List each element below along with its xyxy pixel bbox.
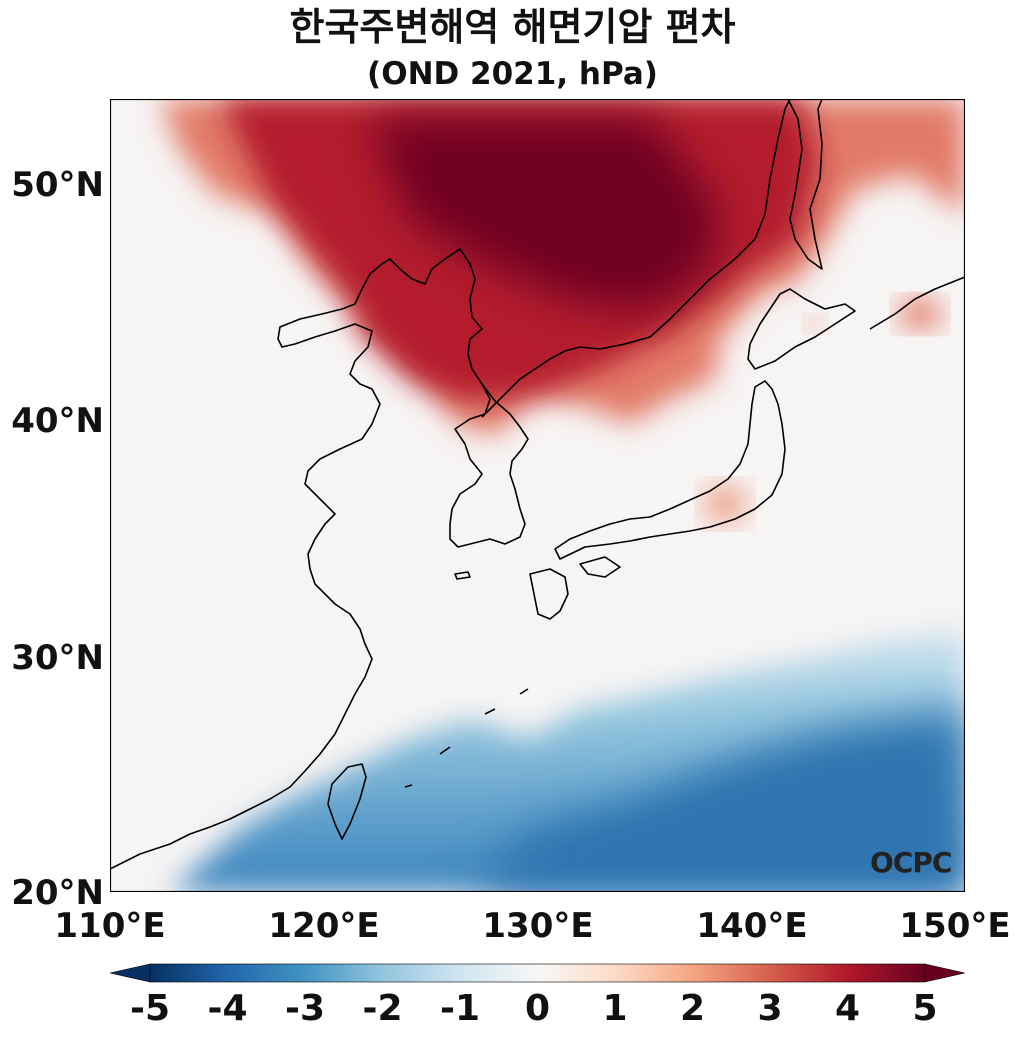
coastlines xyxy=(110,99,965,870)
positive-anomaly-patch-hokkaido xyxy=(805,316,825,332)
colorbar xyxy=(110,963,965,983)
colorbar-tick-label: -4 xyxy=(207,988,248,1029)
jeju-island xyxy=(454,571,471,580)
anomaly-map xyxy=(110,99,965,892)
colorbar-tick-label: -2 xyxy=(362,988,403,1029)
ocpc-logo: OCPC xyxy=(870,846,952,879)
longitude-label-140e: 140°E xyxy=(696,906,808,946)
positive-anomaly-core xyxy=(370,119,720,309)
kuril-coastline xyxy=(869,276,965,330)
map-title: 한국주변해역 해면기압 편차 xyxy=(289,5,736,49)
colorbar-max-extension xyxy=(925,964,965,982)
colorbar-tick-label: -1 xyxy=(440,988,480,1029)
latitude-label-20n: 20°N xyxy=(11,873,104,913)
colorbar-tick-label: 5 xyxy=(912,988,938,1029)
china-korea-coastline xyxy=(110,248,529,870)
colorbar-tick-label: 1 xyxy=(602,988,628,1029)
map-subtitle: (OND 2021, hPa) xyxy=(367,56,658,92)
colorbar-tick-label: 3 xyxy=(757,988,783,1029)
colorbar-tick-label: -3 xyxy=(285,988,325,1029)
latitude-label-50n: 50°N xyxy=(11,165,104,205)
longitude-label-130e: 130°E xyxy=(482,906,594,946)
longitude-label-120e: 120°E xyxy=(268,906,380,946)
colorbar-tick-label: 2 xyxy=(679,988,706,1029)
positive-anomaly-patch-honshu xyxy=(703,484,747,524)
map-border xyxy=(110,99,965,892)
colorbar-tick-label: 0 xyxy=(524,988,551,1029)
longitude-label-150e: 150°E xyxy=(899,906,1011,946)
honshu-coastline xyxy=(554,380,786,560)
positive-anomaly-patch-kuril xyxy=(898,298,942,330)
colorbar-tick-label: 4 xyxy=(834,988,861,1029)
latitude-label-30n: 30°N xyxy=(11,638,104,678)
colorbar-tick-label: -5 xyxy=(130,988,170,1029)
kyushu-shikoku-coastline xyxy=(529,556,621,620)
russia-coastline xyxy=(481,99,791,418)
colorbar-min-extension xyxy=(110,964,150,982)
ryukyu-islands xyxy=(404,688,529,788)
colorbar-gradient xyxy=(149,963,926,983)
negative-anomaly-core xyxy=(470,709,965,892)
taiwan-coastline xyxy=(327,763,367,840)
hokkaido-coastline xyxy=(747,288,856,370)
latitude-label-40n: 40°N xyxy=(11,401,104,441)
longitude-label-110e: 110°E xyxy=(54,906,166,946)
sakhalin-coastline xyxy=(787,99,823,270)
